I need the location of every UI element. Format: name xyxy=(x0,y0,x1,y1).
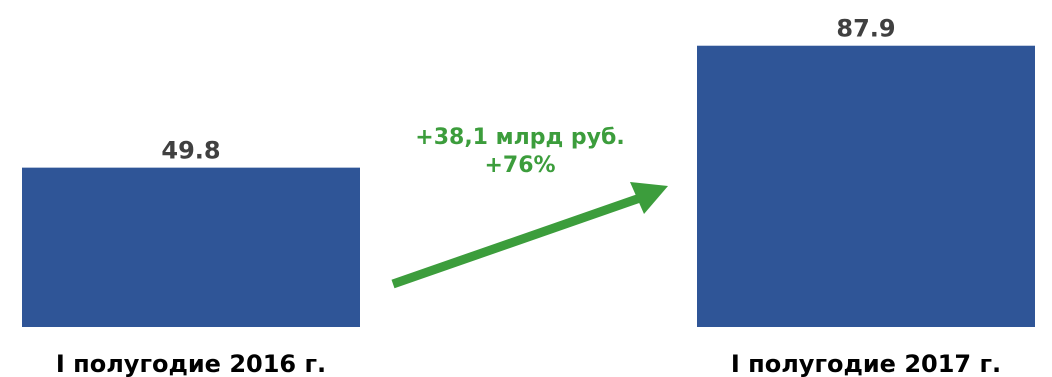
change-absolute-label: +38,1 млрд руб. xyxy=(415,125,625,150)
change-percent-label: +76% xyxy=(484,153,556,178)
growth-arrow-head xyxy=(630,182,668,214)
growth-arrow-line xyxy=(391,193,642,289)
value-label-2: 87.9 xyxy=(836,15,895,43)
change-annotation: +38,1 млрд руб. +76% xyxy=(370,124,670,180)
growth-arrow xyxy=(391,182,668,289)
bar-2 xyxy=(697,45,1035,327)
bars-group xyxy=(22,45,1035,327)
value-label-1: 49.8 xyxy=(161,137,220,165)
category-label-2: I полугодие 2017 г. xyxy=(731,350,1001,377)
labels-group: 49.8 I полугодие 2016 г. 87.9 I полугодие 2… xyxy=(56,15,1001,377)
category-label-1: I полугодие 2016 г. xyxy=(56,350,326,377)
bar-1 xyxy=(22,167,360,327)
